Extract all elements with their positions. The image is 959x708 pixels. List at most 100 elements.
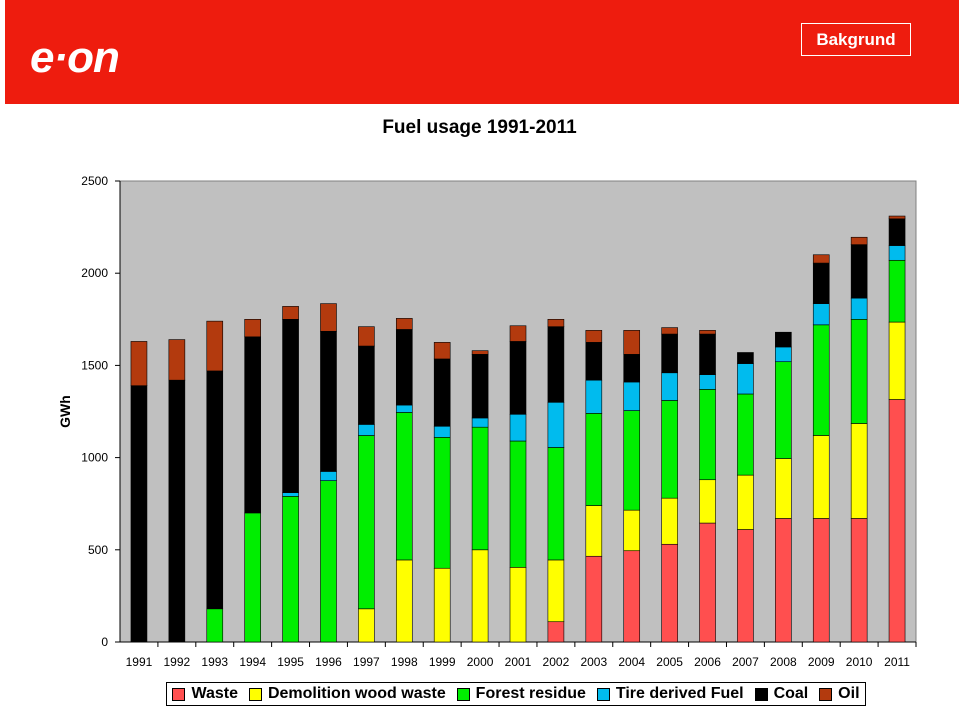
bar-segment — [168, 379, 186, 643]
x-tick-label: 2000 — [467, 655, 494, 669]
bar-segment — [547, 447, 565, 561]
bar-segment — [358, 345, 375, 425]
x-tick-label: 1996 — [315, 655, 342, 669]
x-tick-label: 1998 — [391, 655, 418, 669]
bar-segment — [623, 330, 641, 355]
bar-segment — [547, 621, 565, 643]
bar-segment — [433, 358, 451, 427]
legend-item: Waste — [172, 685, 238, 703]
bar-segment — [775, 458, 792, 519]
bar-segment — [623, 509, 641, 552]
x-tick-label: 1994 — [239, 655, 266, 669]
x-tick-label: 1992 — [164, 655, 191, 669]
legend-swatch — [754, 687, 768, 701]
bar-segment — [623, 550, 641, 643]
bar-segment — [320, 480, 337, 643]
legend-swatch — [172, 687, 186, 701]
bar-segment — [206, 320, 224, 372]
bar-segment — [888, 259, 906, 323]
bar-segment — [433, 437, 451, 569]
bar-segment — [850, 423, 868, 519]
bar-segment — [585, 379, 603, 414]
bar-segment — [433, 567, 451, 643]
bar-segment — [661, 333, 678, 374]
bar-segment — [320, 303, 337, 332]
bar-segment — [509, 341, 527, 415]
bar-segment — [471, 350, 489, 355]
x-tick-label: 2003 — [580, 655, 607, 669]
x-tick-label: 2006 — [694, 655, 721, 669]
y-tick-label: 1500 — [81, 358, 108, 372]
y-tick-label: 1000 — [81, 451, 108, 465]
legend-item: Coal — [754, 685, 809, 703]
bar-segment — [244, 318, 261, 338]
bar-segment — [850, 297, 868, 320]
bar-segment — [395, 404, 413, 413]
bar-segment — [812, 254, 830, 264]
bar-segment — [699, 389, 716, 481]
bar-segment — [585, 342, 603, 381]
bar-segment — [130, 341, 148, 386]
chart-legend: Waste Demolition wood waste Forest residue… — [166, 682, 866, 706]
bar-segment — [888, 215, 906, 220]
y-tick-label: 2000 — [81, 266, 108, 280]
bar-segment — [737, 352, 754, 364]
x-tick-label: 1993 — [201, 655, 228, 669]
bar-segment — [812, 435, 830, 519]
x-tick-label: 2010 — [846, 655, 873, 669]
bar-segment — [850, 518, 868, 643]
bar-segment — [737, 474, 754, 530]
bar-segment — [812, 518, 830, 643]
bar-segment — [699, 333, 716, 375]
bar-segment — [282, 306, 299, 320]
bar-segment — [585, 505, 603, 557]
bar-segment — [320, 330, 337, 472]
x-tick-label: 2001 — [505, 655, 532, 669]
bar-segment — [395, 318, 413, 330]
eon-logo: e·on — [30, 33, 120, 82]
chart-title: Fuel usage 1991-2011 — [382, 117, 577, 138]
bar-segment — [130, 385, 148, 643]
bar-segment — [888, 399, 906, 643]
bar-segment — [585, 330, 603, 343]
bar-segment — [358, 424, 375, 436]
bar-segment — [206, 370, 224, 610]
bar-segment — [699, 522, 716, 643]
bar-segment — [661, 327, 678, 335]
bar-segment — [282, 492, 299, 497]
x-tick-label: 2007 — [732, 655, 759, 669]
legend-item: Demolition wood waste — [248, 685, 446, 703]
bar-segment — [471, 354, 489, 419]
bar-segment — [775, 361, 792, 459]
x-tick-label: 2004 — [618, 655, 645, 669]
legend-label: Waste — [191, 685, 238, 702]
bar-segment — [661, 497, 678, 545]
legend-swatch — [456, 687, 470, 701]
legend-label: Oil — [838, 685, 860, 702]
bar-segment — [358, 608, 375, 643]
bar-segment — [699, 374, 716, 390]
x-tick-label: 2011 — [884, 655, 910, 669]
bar-segment — [547, 318, 565, 327]
bar-segment — [509, 567, 527, 643]
header-banner: e·on Bakgrund — [5, 0, 959, 104]
x-tick-label: 1997 — [353, 655, 380, 669]
bar-segment — [282, 318, 299, 493]
bar-segment — [661, 543, 678, 643]
legend-label: Coal — [773, 685, 809, 702]
bar-segment — [812, 324, 830, 436]
bar-segment — [699, 330, 716, 335]
bar-segment — [737, 529, 754, 643]
bar-segment — [623, 354, 641, 383]
bar-segment — [888, 321, 906, 400]
bar-segment — [433, 425, 451, 438]
legend-label: Tire derived Fuel — [615, 685, 744, 702]
x-tick-label: 2005 — [656, 655, 683, 669]
bar-segment — [775, 518, 792, 643]
bar-segment — [850, 318, 868, 424]
y-tick-label: 2500 — [81, 174, 108, 188]
bar-segment — [888, 245, 906, 261]
x-tick-label: 1991 — [126, 655, 153, 669]
bar-segment — [244, 336, 261, 514]
